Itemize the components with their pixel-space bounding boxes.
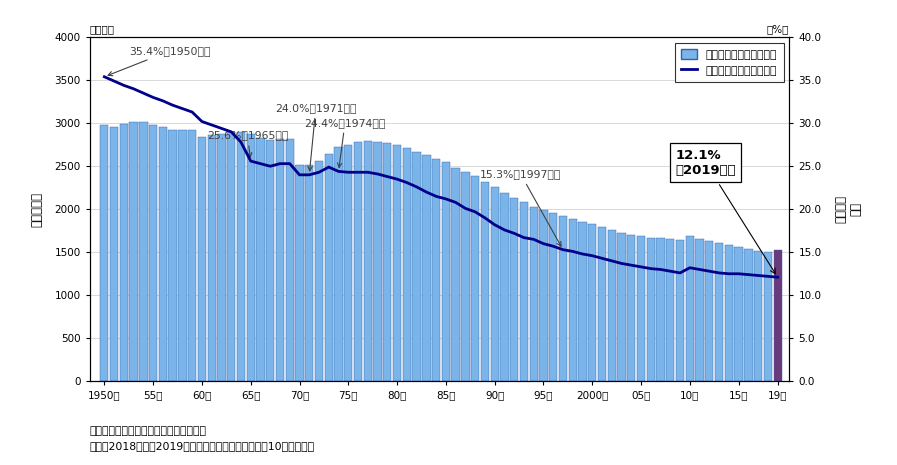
Bar (461, 172, 469, 381)
Bar (159, 127, 167, 381)
Bar (119, 124, 128, 381)
Bar (569, 219, 577, 381)
Bar (315, 161, 323, 381)
Bar (129, 122, 138, 381)
Bar (305, 166, 313, 381)
Text: 24.0%（1971年）: 24.0%（1971年） (275, 103, 357, 171)
Bar (403, 148, 411, 381)
Bar (519, 202, 528, 381)
Bar (354, 142, 362, 381)
Bar (715, 243, 723, 381)
Bar (773, 251, 782, 381)
Bar (344, 145, 353, 381)
Bar (617, 232, 626, 381)
Bar (149, 125, 157, 381)
Bar (539, 210, 547, 381)
Bar (763, 252, 772, 381)
Bar (247, 134, 255, 381)
Bar (432, 159, 440, 381)
Text: 15.3%（1997年）: 15.3%（1997年） (480, 169, 562, 246)
Bar (276, 139, 284, 381)
Bar (197, 137, 206, 381)
Text: こどもの
割合: こどもの 割合 (835, 195, 863, 223)
Bar (179, 130, 187, 381)
Bar (227, 132, 235, 381)
Bar (422, 155, 431, 381)
Bar (110, 127, 118, 381)
Bar (481, 182, 489, 381)
Bar (657, 239, 665, 381)
Bar (647, 238, 655, 381)
Bar (685, 236, 694, 381)
Bar (383, 143, 391, 381)
Text: 24.4%（1974年）: 24.4%（1974年） (304, 118, 386, 167)
Bar (266, 140, 274, 381)
Bar (607, 230, 616, 381)
Bar (695, 239, 704, 381)
Text: 12.1%
（2019年）: 12.1% （2019年） (675, 148, 776, 274)
Legend: こどもの数　（左目盛）, こどもの割合（右目盛）: こどもの数 （左目盛）, こどもの割合（右目盛） (675, 43, 784, 82)
Bar (169, 130, 177, 381)
Bar (325, 153, 333, 381)
Bar (207, 135, 216, 381)
Text: こどもの数: こどもの数 (30, 192, 44, 227)
Bar (237, 132, 245, 381)
Bar (188, 131, 196, 381)
Bar (451, 168, 460, 381)
Bar (139, 122, 147, 381)
Bar (559, 216, 567, 381)
Text: （万人）: （万人） (90, 24, 115, 34)
Bar (627, 235, 635, 381)
Bar (441, 162, 450, 381)
Text: 資料：　「国勢調査」及び「人口推計」
注）　2018年及び2019年は４月１日現在、その他は10月１日現在: 資料： 「国勢調査」及び「人口推計」 注） 2018年及び2019年は４月１日現… (90, 426, 315, 451)
Bar (735, 247, 743, 381)
Bar (100, 125, 109, 381)
Bar (579, 222, 587, 381)
Bar (363, 141, 372, 381)
Bar (529, 206, 538, 381)
Text: 35.4%（1950年）: 35.4%（1950年） (108, 46, 210, 76)
Bar (725, 245, 733, 381)
Bar (676, 240, 684, 381)
Bar (295, 165, 304, 381)
Bar (257, 138, 265, 381)
Bar (549, 213, 557, 381)
Bar (510, 198, 518, 381)
Bar (471, 177, 479, 381)
Bar (491, 187, 499, 381)
Bar (588, 225, 597, 381)
Bar (598, 227, 606, 381)
Bar (637, 236, 645, 381)
Bar (373, 142, 382, 381)
Bar (745, 249, 753, 381)
Bar (285, 139, 294, 381)
Bar (705, 241, 713, 381)
Bar (413, 152, 421, 381)
Bar (666, 239, 675, 381)
Bar (217, 134, 225, 381)
Bar (335, 147, 343, 381)
Bar (754, 251, 762, 381)
Bar (501, 193, 509, 381)
Bar (393, 145, 401, 381)
Text: 25.6%（1965年）: 25.6%（1965年） (207, 130, 288, 157)
Text: （%）: （%） (767, 24, 789, 34)
